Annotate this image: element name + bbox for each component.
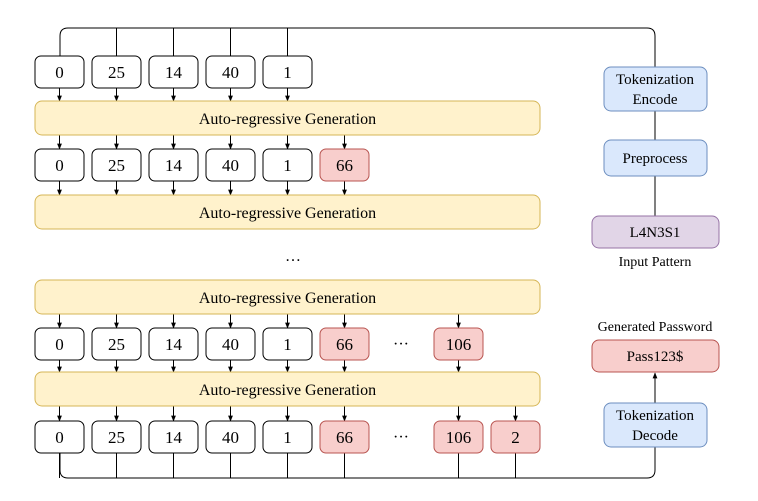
token-row: 0 25 14 40 1 66 ··· 106 [34, 327, 484, 361]
token-box [148, 55, 199, 89]
token-box [34, 420, 85, 454]
top-feed-line [59, 27, 656, 56]
token-value: 14 [165, 63, 183, 82]
token-value: 0 [55, 156, 64, 175]
generated-token-value: 66 [336, 156, 353, 175]
row-ellipsis: ··· [393, 429, 409, 446]
token-box [91, 55, 142, 89]
token-box [91, 327, 142, 361]
token-box [91, 148, 142, 182]
generated-token-value: 66 [336, 428, 353, 447]
generated-token-box [490, 420, 541, 454]
token-value: 0 [55, 63, 64, 82]
generation-bars: Auto-regressive Generation Auto-regressiv… [34, 100, 541, 407]
tokenization-decode-label-line2: Decode [632, 428, 678, 444]
token-box [148, 420, 199, 454]
generated-password-caption: Generated Password [598, 320, 713, 335]
connector-lines [57, 27, 658, 479]
preprocess-label: Preprocess [623, 151, 688, 167]
token-box [205, 55, 256, 89]
token-value: 40 [222, 335, 239, 354]
token-box [262, 420, 313, 454]
token-box [148, 148, 199, 182]
generated-token-value: 66 [336, 335, 353, 354]
stage-ellipsis: … [285, 248, 301, 265]
token-value: 40 [222, 156, 239, 175]
token-value: 1 [283, 156, 292, 175]
generated-token-value: 106 [446, 335, 472, 354]
generation-bar [34, 194, 541, 230]
tokenization-encode-label-line1: Tokenization [616, 72, 695, 88]
token-row: 0 25 14 40 1 66 [34, 148, 370, 182]
token-box [262, 148, 313, 182]
generated-token-box [433, 420, 484, 454]
input-pattern-value: L4N3S1 [630, 225, 681, 241]
generation-bar [34, 100, 541, 136]
generated-token-box [433, 327, 484, 361]
tokenization-encode-box [603, 66, 708, 112]
input-pattern-box [591, 215, 720, 249]
token-box [205, 420, 256, 454]
token-value: 14 [165, 335, 183, 354]
tokenization-decode-box [603, 402, 708, 448]
token-row: 0 25 14 40 1 66 ··· 106 2 [34, 420, 541, 454]
token-box [34, 327, 85, 361]
token-value: 1 [283, 335, 292, 354]
token-value: 1 [283, 63, 292, 82]
token-value: 25 [108, 428, 125, 447]
token-box [262, 327, 313, 361]
token-box [34, 148, 85, 182]
generation-bar-label: Auto-regressive Generation [199, 290, 376, 307]
token-value: 40 [222, 63, 239, 82]
token-value: 14 [165, 428, 183, 447]
token-box [34, 55, 85, 89]
generated-password-box [591, 339, 720, 373]
generated-token-box [319, 148, 370, 182]
generation-bar [34, 279, 541, 315]
token-value: 25 [108, 156, 125, 175]
token-value: 1 [283, 428, 292, 447]
token-value: 14 [165, 156, 183, 175]
token-box [205, 148, 256, 182]
generated-password-value: Pass123$ [627, 349, 684, 365]
generated-token-box [319, 420, 370, 454]
token-box [148, 327, 199, 361]
generation-bar-label: Auto-regressive Generation [199, 205, 376, 222]
input-pattern-caption: Input Pattern [619, 255, 692, 270]
tokenization-encode-label-line2: Encode [633, 92, 678, 108]
token-box [91, 420, 142, 454]
tokenization-decode-label-line1: Tokenization [616, 408, 695, 424]
token-value: 40 [222, 428, 239, 447]
generated-token-value: 106 [446, 428, 472, 447]
generation-bar-label: Auto-regressive Generation [199, 111, 376, 128]
token-row: 0 25 14 40 1 [34, 55, 313, 89]
bottom-collect-line [59, 447, 656, 479]
generation-bar [34, 371, 541, 407]
generation-bar-label: Auto-regressive Generation [199, 382, 376, 399]
token-box [262, 55, 313, 89]
token-rows: 0 25 14 40 1 0 25 14 40 1 66 0 25 14 40 1 66 ··· 106 0 25 14 4… [34, 55, 541, 454]
token-value: 0 [55, 428, 64, 447]
token-box [205, 327, 256, 361]
generated-token-value: 2 [511, 428, 520, 447]
token-value: 0 [55, 335, 64, 354]
generated-token-box [319, 327, 370, 361]
token-value: 25 [108, 335, 125, 354]
token-value: 25 [108, 63, 125, 82]
preprocess-box [603, 139, 708, 177]
tokenizer-column: Tokenization Encode Preprocess L4N3S1 In… [591, 66, 720, 448]
row-ellipsis: ··· [393, 336, 409, 353]
